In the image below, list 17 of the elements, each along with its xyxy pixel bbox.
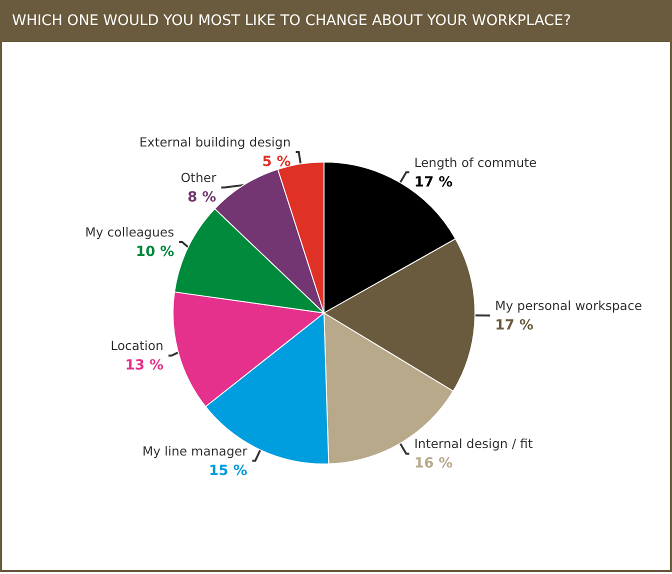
slice-label: Other — [180, 170, 218, 185]
data-label: 15 % — [208, 462, 248, 479]
slice-label: Location — [110, 338, 164, 354]
slice-label: My line manager — [142, 443, 248, 458]
data-label: 10 % — [136, 244, 174, 260]
data-label: 16 % — [414, 456, 453, 472]
slice-label: My personal workspace — [494, 298, 642, 314]
data-label: 5 % — [262, 154, 291, 170]
slice-label: Internal design / fit — [414, 436, 533, 452]
data-label: 17 % — [494, 318, 534, 334]
data-label: 17 % — [414, 174, 453, 190]
data-label: 8 % — [188, 189, 216, 206]
slice-label: Length of commute — [414, 154, 538, 170]
chart-title: WHICH ONE WOULD YOU MOST LIKE TO CHANGE ABOUT YOUR WORKPLACE? — [2, 0, 670, 42]
slice-label: External building design — [139, 134, 291, 150]
slice-label: My colleagues — [85, 224, 174, 240]
data-label: 13 % — [125, 358, 164, 374]
